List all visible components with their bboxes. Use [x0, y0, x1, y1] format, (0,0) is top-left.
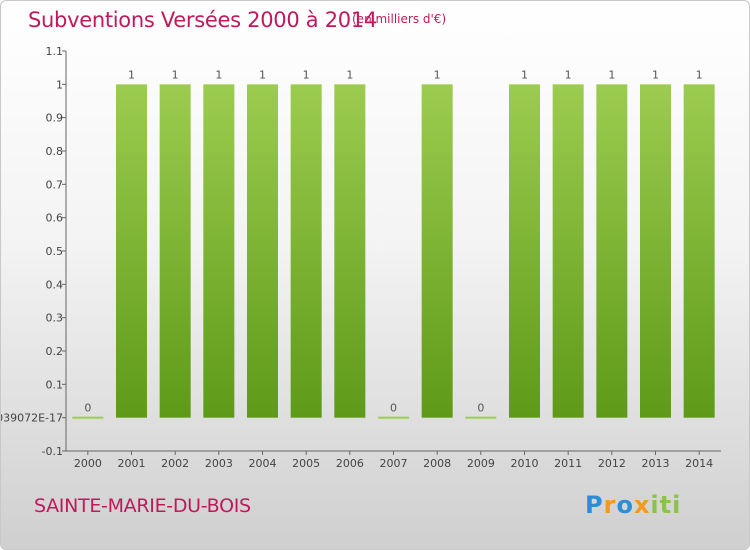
y-tick-label: 0.2 [46, 345, 64, 358]
chart-title: Subventions Versées 2000 à 2014 [28, 8, 377, 32]
proxiti-logo: Proxiti [585, 491, 681, 519]
bar [552, 84, 584, 418]
data-label: 1 [434, 68, 441, 81]
logo-letter: i [650, 491, 660, 519]
bar [116, 84, 147, 418]
y-tick-label: 1 [56, 78, 63, 91]
data-label: 1 [128, 68, 135, 81]
x-tick-label: 2005 [292, 457, 320, 470]
x-tick-label: 2013 [642, 457, 670, 470]
x-tick-label: 2006 [336, 457, 364, 470]
bar [247, 84, 278, 418]
bar [334, 84, 366, 418]
y-tick-label: 0.3 [46, 312, 64, 325]
y-tick-label: 0.8 [46, 145, 64, 158]
data-label: 1 [652, 68, 659, 81]
x-tick-label: 2002 [161, 457, 189, 470]
bar [72, 416, 104, 419]
commune-name: SAINTE-MARIE-DU-BOIS [34, 495, 251, 517]
data-label: 1 [259, 68, 266, 81]
x-tick-label: 2000 [74, 457, 102, 470]
x-tick-label: 2014 [685, 457, 713, 470]
data-label: 0 [477, 402, 484, 415]
logo-letter: r [603, 491, 617, 519]
data-label: 1 [303, 68, 310, 81]
y-tick-label: -0.1 [42, 445, 63, 458]
data-label: 1 [565, 68, 572, 81]
logo-letter: i [672, 491, 682, 519]
logo-letter: t [659, 491, 673, 519]
bar [509, 84, 540, 418]
data-label: 0 [84, 402, 91, 415]
bar [203, 84, 235, 418]
x-tick-label: 2009 [467, 457, 495, 470]
x-tick-label: 2001 [118, 457, 146, 470]
bar [290, 84, 322, 418]
x-tick-label: 2007 [380, 457, 408, 470]
logo-letter: P [585, 491, 604, 519]
y-tick-label: 0.5 [46, 245, 64, 258]
y-tick-label: 0.9 [46, 112, 64, 125]
data-label: 1 [608, 68, 615, 81]
unit-note: (en milliers d'€) [352, 12, 447, 26]
data-label: 1 [215, 68, 222, 81]
y-tick-label: 0.4 [46, 278, 64, 291]
y-tick-label: 0.7 [46, 178, 64, 191]
data-label: 1 [696, 68, 703, 81]
bar [159, 84, 191, 418]
y-tick-label: 0.1 [46, 378, 64, 391]
bar [683, 84, 715, 418]
x-tick-label: 2003 [205, 457, 233, 470]
data-label: 1 [172, 68, 179, 81]
data-label: 1 [346, 68, 353, 81]
logo-letter: x [633, 491, 651, 519]
logo-letter: o [616, 491, 634, 519]
x-tick-label: 2004 [249, 457, 277, 470]
bar [421, 84, 453, 418]
x-tick-label: 2011 [554, 457, 582, 470]
data-label: 0 [390, 402, 397, 415]
data-label: 1 [521, 68, 528, 81]
bar [640, 84, 671, 418]
bar [596, 84, 628, 418]
x-tick-label: 2010 [511, 457, 539, 470]
bar [378, 416, 409, 419]
x-tick-label: 2012 [598, 457, 626, 470]
x-tick-label: 2008 [423, 457, 451, 470]
y-tick-label: 6.9388939039072E-17 [1, 412, 63, 425]
y-tick-label: 1.1 [46, 45, 64, 58]
bar [465, 416, 497, 419]
y-tick-label: 0.6 [46, 212, 64, 225]
